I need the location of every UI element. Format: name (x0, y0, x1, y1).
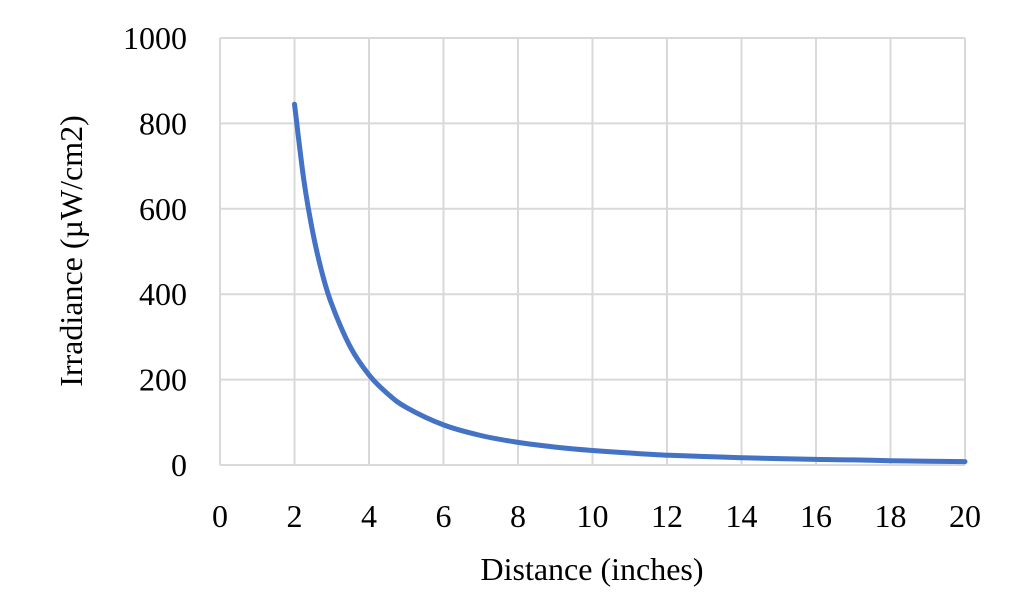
x-tick-label: 0 (212, 498, 228, 534)
x-tick-label: 8 (510, 498, 526, 534)
plot-area (292, 101, 968, 465)
y-axis-ticks: 0 200 400 600 800 1000 (123, 20, 187, 483)
x-tick-label: 12 (651, 498, 683, 534)
x-tick-label: 18 (875, 498, 907, 534)
x-tick-label: 20 (949, 498, 981, 534)
y-axis-title: Irradiance (µW/cm2) (53, 115, 89, 387)
y-tick-label: 600 (139, 191, 187, 227)
x-tick-label: 16 (800, 498, 832, 534)
y-tick-label: 0 (171, 447, 187, 483)
y-tick-label: 800 (139, 105, 187, 141)
x-tick-label: 2 (287, 498, 303, 534)
irradiance-series-line (292, 101, 968, 465)
y-tick-label: 400 (139, 276, 187, 312)
x-axis-title: Distance (inches) (480, 551, 703, 587)
x-tick-label: 10 (577, 498, 609, 534)
x-tick-label: 14 (726, 498, 758, 534)
x-tick-label: 6 (436, 498, 452, 534)
x-tick-label: 4 (361, 498, 377, 534)
x-axis-ticks: 0 2 4 6 8 10 12 14 16 18 20 (212, 498, 981, 534)
y-tick-label: 200 (139, 362, 187, 398)
y-tick-label: 1000 (123, 20, 187, 56)
grid (219, 37, 966, 466)
